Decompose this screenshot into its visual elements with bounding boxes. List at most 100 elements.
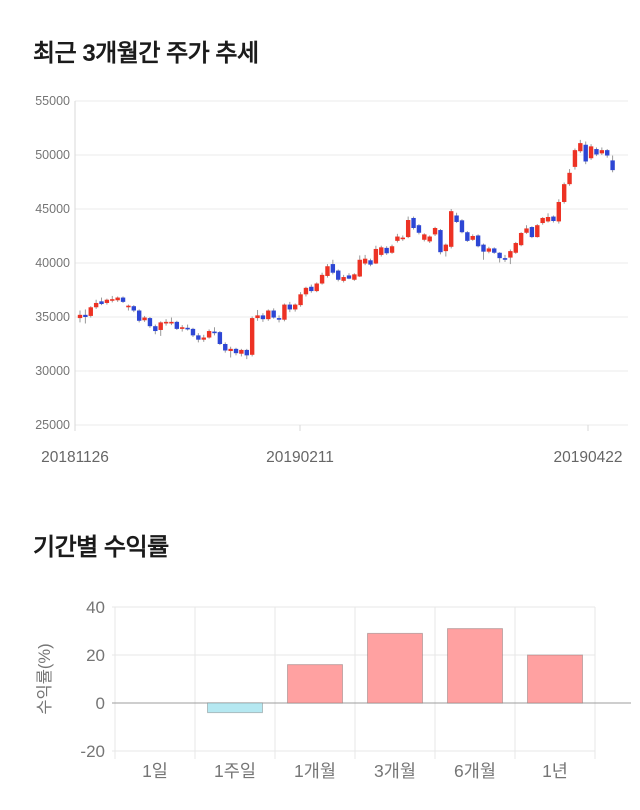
candle — [497, 252, 502, 263]
candle-body — [142, 317, 147, 321]
candle-body — [292, 304, 298, 310]
candle — [540, 217, 545, 225]
candle-body — [153, 326, 158, 332]
candle — [158, 321, 163, 336]
candle-body — [158, 322, 163, 330]
candle-body — [185, 327, 190, 330]
candle-body — [271, 310, 276, 318]
candle — [389, 244, 395, 254]
bar-3개월 — [367, 632, 423, 704]
candle-body — [465, 232, 470, 241]
bar-1주일 — [207, 702, 263, 714]
candle-body — [212, 331, 217, 334]
candle — [169, 317, 174, 326]
candle-body — [481, 244, 486, 252]
candle — [88, 306, 93, 318]
candle-body — [169, 321, 174, 324]
candle-body — [131, 306, 136, 311]
candle-body — [524, 228, 529, 233]
candle — [524, 225, 529, 234]
candle-body — [104, 299, 110, 303]
candle — [578, 139, 583, 153]
candle-body — [508, 251, 513, 258]
candle — [588, 144, 594, 160]
candle-body — [357, 259, 362, 277]
candle — [266, 309, 271, 321]
candle — [368, 258, 373, 267]
candle — [147, 317, 153, 328]
x-category-label: 3개월 — [374, 761, 416, 781]
candle — [120, 296, 126, 303]
candle-body — [405, 220, 411, 238]
candle — [77, 310, 83, 323]
candle-body — [610, 160, 615, 171]
candle-body — [395, 236, 400, 241]
y-tick-label: 35000 — [35, 310, 70, 324]
candle — [206, 329, 212, 339]
candle — [255, 309, 260, 321]
candle-body — [572, 150, 578, 167]
candle — [93, 299, 99, 309]
candle — [83, 309, 88, 324]
candle-body — [180, 327, 185, 329]
y-tick-label: 55000 — [35, 94, 70, 108]
x-category-label: 1개월 — [294, 761, 336, 781]
candle — [287, 301, 293, 313]
y-tick-label: 40 — [86, 598, 105, 617]
candle-body — [502, 258, 508, 260]
candle-body — [196, 335, 201, 340]
x-tick-label: 20190422 — [554, 449, 623, 466]
x-category-label: 1일 — [142, 761, 168, 781]
candle — [110, 295, 115, 303]
returns-bar-chart: -20 0 20 40 수익률(%) 1일 1주일 1개월 3개월 6개월 1년 — [35, 598, 631, 781]
x-tick-label: 20190211 — [266, 449, 334, 466]
candle-body — [99, 301, 104, 305]
candle-body — [147, 318, 153, 327]
candle — [379, 245, 384, 257]
candle — [115, 296, 120, 302]
candle-body — [518, 232, 524, 246]
candle — [271, 308, 276, 319]
candle — [465, 231, 470, 242]
candle-body — [400, 237, 405, 240]
candle — [475, 234, 481, 248]
candle — [239, 348, 244, 357]
candle-body — [540, 217, 545, 224]
candle-body — [470, 236, 475, 240]
candle — [422, 233, 427, 242]
candle-body — [174, 321, 180, 329]
candle-body — [599, 150, 605, 154]
candle — [583, 141, 588, 165]
y-tick-label: 0 — [96, 694, 105, 713]
candle — [196, 333, 201, 343]
candle — [449, 209, 454, 249]
bar-6개월 — [447, 628, 503, 704]
candle — [416, 224, 422, 235]
candle-body — [427, 236, 432, 242]
candle — [411, 216, 416, 230]
y-tick-label: -20 — [80, 742, 105, 761]
candle-body — [255, 315, 260, 319]
candle-body — [346, 275, 352, 279]
x-tick-label: 20181126 — [41, 449, 109, 466]
candle-body — [594, 149, 599, 155]
y-tick-label: 40000 — [35, 256, 70, 270]
candle-body — [362, 258, 368, 264]
candle — [244, 348, 249, 360]
candle — [298, 292, 303, 307]
candle-body — [379, 247, 384, 255]
candle — [551, 215, 556, 223]
candle-body — [529, 227, 535, 238]
candle — [309, 284, 314, 293]
candle-body — [244, 349, 249, 356]
candle-body — [486, 248, 492, 252]
candle-body — [223, 344, 228, 351]
candle-body — [83, 314, 88, 317]
candle — [599, 147, 605, 155]
candle — [400, 235, 405, 241]
candle — [357, 255, 362, 278]
candle — [529, 226, 535, 239]
candle-body — [136, 310, 142, 321]
candle — [567, 169, 572, 186]
candle — [486, 246, 492, 254]
